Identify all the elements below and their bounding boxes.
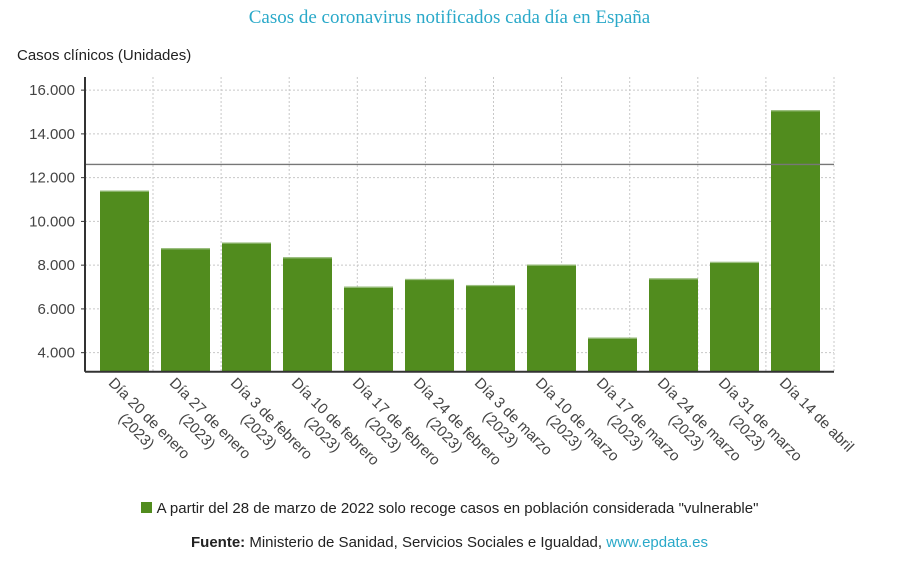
y-tick-label: 16.000 (29, 82, 75, 99)
bar-top-highlight (344, 286, 393, 288)
bar-top-highlight (649, 278, 698, 280)
bar-top-highlight (710, 261, 759, 264)
bar (649, 278, 698, 372)
bar-top-highlight (222, 242, 271, 244)
bar-top-highlight (405, 278, 454, 281)
y-tick-label: 8.000 (37, 257, 75, 274)
bar-top-highlight (100, 190, 149, 192)
bar-chart: 4.0006.0008.00010.00012.00014.00016.000D… (29, 77, 857, 469)
bar (771, 110, 820, 372)
bar-top-highlight (588, 337, 637, 339)
bar (222, 242, 271, 372)
legend-swatch (140, 502, 152, 513)
bar (527, 264, 576, 372)
chart-title: Casos de coronavirus notificados cada dí… (248, 7, 651, 28)
bar (710, 261, 759, 372)
y-tick-label: 10.000 (29, 213, 75, 230)
source-link[interactable]: www.epdata.es (606, 534, 708, 551)
y-tick-label: 4.000 (37, 345, 75, 362)
source-label: Fuente: (191, 534, 246, 551)
y-tick-label: 6.000 (37, 301, 75, 318)
y-tick-label: 14.000 (29, 126, 75, 143)
y-axis-label: Casos clínicos (Unidades) (17, 47, 192, 64)
bar (100, 190, 149, 372)
source-note: Fuente: Ministerio de Sanidad, Servicios… (0, 534, 899, 551)
bar-top-highlight (771, 110, 820, 112)
bar-top-highlight (283, 257, 332, 259)
bar (283, 257, 332, 372)
bar (344, 286, 393, 372)
source-text: Ministerio de Sanidad, Servicios Sociale… (249, 534, 603, 551)
bar-top-highlight (527, 264, 576, 266)
bar-top-highlight (161, 248, 210, 250)
bar-top-highlight (466, 284, 515, 287)
bar (161, 248, 210, 372)
bar (405, 278, 454, 372)
legend: A partir del 28 de marzo de 2022 solo re… (0, 500, 899, 517)
y-tick-label: 12.000 (29, 170, 75, 187)
bar (588, 337, 637, 372)
bar (466, 284, 515, 372)
legend-label: A partir del 28 de marzo de 2022 solo re… (156, 500, 759, 517)
